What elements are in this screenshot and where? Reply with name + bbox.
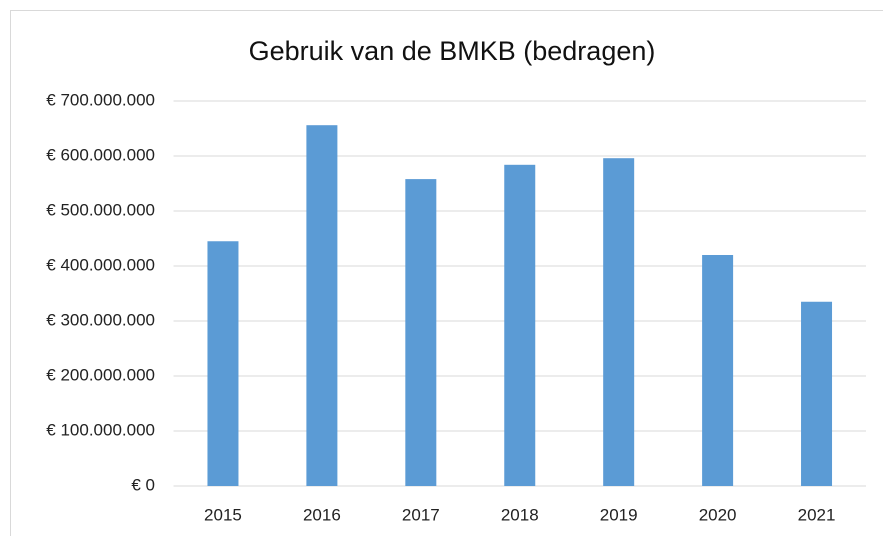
x-tick-label: 2018	[501, 505, 539, 524]
y-tick-label: € 400.000.000	[46, 255, 155, 274]
y-tick-label: € 100.000.000	[46, 420, 155, 439]
x-tick-label: 2017	[402, 505, 440, 524]
chart-border	[10, 10, 883, 536]
y-tick-label: € 600.000.000	[46, 145, 155, 164]
x-tick-label: 2016	[303, 505, 341, 524]
chart-title: Gebruik van de BMKB (bedragen)	[249, 36, 656, 66]
bar	[702, 255, 734, 486]
y-tick-label: € 700.000.000	[46, 90, 155, 109]
bar	[405, 179, 437, 486]
x-tick-label: 2015	[204, 505, 242, 524]
bar	[207, 241, 239, 486]
x-tick-label: 2020	[699, 505, 737, 524]
bar	[801, 301, 833, 486]
y-tick-label: € 300.000.000	[46, 310, 155, 329]
bar	[504, 164, 536, 487]
bar	[603, 158, 635, 486]
x-tick-label: 2019	[600, 505, 638, 524]
y-tick-label: € 500.000.000	[46, 200, 155, 219]
y-tick-label: € 200.000.000	[46, 365, 155, 384]
y-tick-label: € 0	[131, 475, 155, 494]
bar	[306, 125, 338, 486]
x-tick-label: 2021	[798, 505, 836, 524]
